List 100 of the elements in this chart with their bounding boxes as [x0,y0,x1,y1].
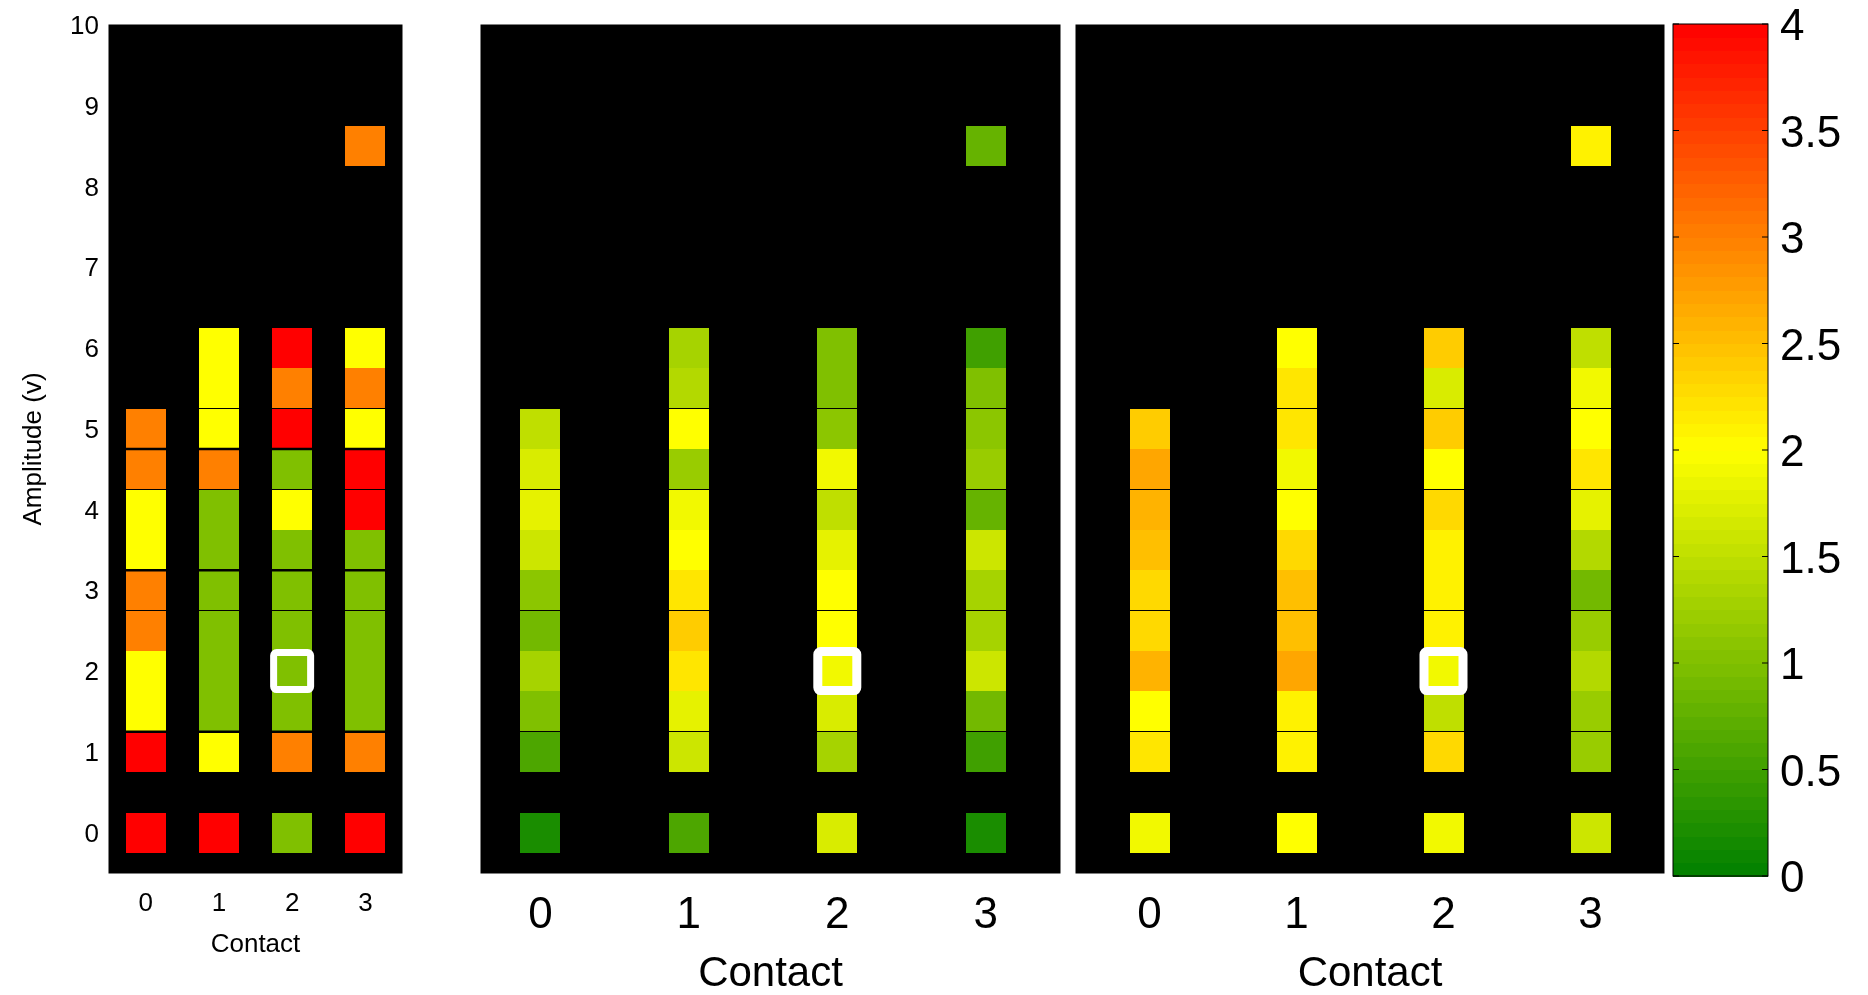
point [1129,408,1170,449]
point [817,812,858,853]
point [345,328,386,369]
point [668,529,709,570]
point [345,570,386,611]
point [125,489,166,530]
point [198,408,239,449]
point [272,449,313,490]
point [1570,812,1611,853]
point [520,691,561,732]
x-tick-label: 2 [284,887,300,917]
y-tick-label: 1 [84,736,99,767]
point [1276,570,1317,611]
y-tick-label: 2 [84,656,99,687]
x-tick-label: 1 [211,887,227,917]
x-axis-title: Contact [1297,948,1443,995]
point [1423,368,1464,409]
x-tick-label: 3 [973,888,999,937]
point [198,691,239,732]
color-bar-label: 4 [1780,0,1805,49]
point [817,731,858,772]
point [817,368,858,409]
point [1129,570,1170,611]
point [125,651,166,692]
point [1570,529,1611,570]
point [965,812,1006,853]
point [817,328,858,369]
point [1570,408,1611,449]
point [817,570,858,611]
point [965,570,1006,611]
x-tick-label: 0 [528,888,553,937]
point [1423,570,1464,611]
point [817,489,858,530]
y-tick-label: 9 [84,90,99,121]
y-tick-label: 8 [84,171,99,202]
point [1423,328,1464,369]
point [965,529,1006,570]
point [817,691,858,732]
point [520,651,561,692]
point [1276,328,1317,369]
point [1276,691,1317,732]
point [1570,570,1611,611]
point [345,368,386,409]
x-tick-label: 3 [1578,888,1603,937]
point [817,449,858,490]
color-bar-label: 2 [1780,425,1805,475]
x-axis-title: Contact [698,948,844,995]
point [520,529,561,570]
point [965,651,1006,692]
point [272,812,313,853]
point [1423,449,1464,490]
point [345,731,386,772]
point [965,691,1006,732]
point [1570,368,1611,409]
x-tick-label: 1 [676,888,702,937]
point [965,328,1006,369]
point [1129,651,1170,692]
point [345,126,386,167]
point [668,449,709,490]
point [345,610,386,651]
point [198,368,239,409]
point [1570,731,1611,772]
point [965,489,1006,530]
point [965,610,1006,651]
point [345,489,386,530]
x-tick-label: 2 [1431,888,1456,937]
point [965,731,1006,772]
point [520,812,561,853]
color-bar-label: 1 [1780,638,1805,688]
point [1276,812,1317,853]
point [1129,731,1170,772]
point [520,731,561,772]
point [1276,449,1317,490]
x-tick-label: 0 [1137,888,1162,937]
point [1423,408,1464,449]
x-tick-label: 0 [138,887,153,917]
point [1129,691,1170,732]
point [817,529,858,570]
point [272,328,313,369]
point [1276,529,1317,570]
point [668,328,709,369]
point [345,449,386,490]
y-tick-label: 5 [84,413,99,444]
point [965,449,1006,490]
point [668,691,709,732]
point [198,731,239,772]
y-axis-title: Amplitude (v) [17,372,47,526]
point [668,408,709,449]
point [125,731,166,772]
point [965,126,1006,167]
point [1570,610,1611,651]
y-tick-label: 0 [84,817,99,848]
point [1570,449,1611,490]
point [1570,126,1611,167]
point [1129,610,1170,651]
point [520,489,561,530]
point [668,368,709,409]
point [1129,529,1170,570]
x-tick-label: 2 [825,888,850,937]
point [345,529,386,570]
